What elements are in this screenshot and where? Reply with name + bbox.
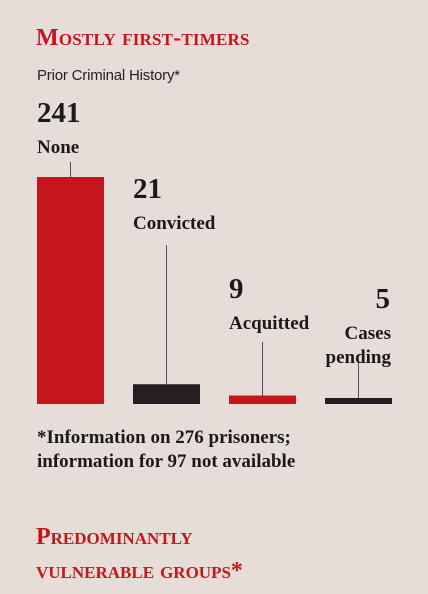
value-label: 21 [133,173,162,205]
bar-acquitted [229,395,296,404]
value-label: 241 [37,97,81,129]
next-section-title: Predominantly vulnerable groups* [36,520,243,588]
value-label: 9 [229,273,244,305]
chart-subtitle: Prior Criminal History* [37,67,180,84]
value-label: 5 [376,283,391,315]
next-section-title-line-1: Predominantly [36,524,193,550]
bar-chart: 241 None 21 Convicted 9 Acquitted 5 Cases pendin… [37,97,392,404]
chart-title: Mostly first-timers [36,25,250,51]
category-label: Cases [345,323,391,344]
bar-none [37,177,104,404]
bar-convicted [133,384,200,404]
next-section-title-line-2: vulnerable groups* [36,558,243,584]
category-label: None [37,137,79,158]
category-label: Convicted [133,213,216,234]
category-label: Acquitted [229,313,310,334]
footnote-line-2: information for 97 not available [37,451,296,472]
footnote-line-1: *Information on 276 prisoners; [37,427,291,448]
bar-cases-pending [325,398,392,404]
footnote: *Information on 276 prisoners; informati… [37,426,397,474]
category-label: pending [326,347,392,368]
